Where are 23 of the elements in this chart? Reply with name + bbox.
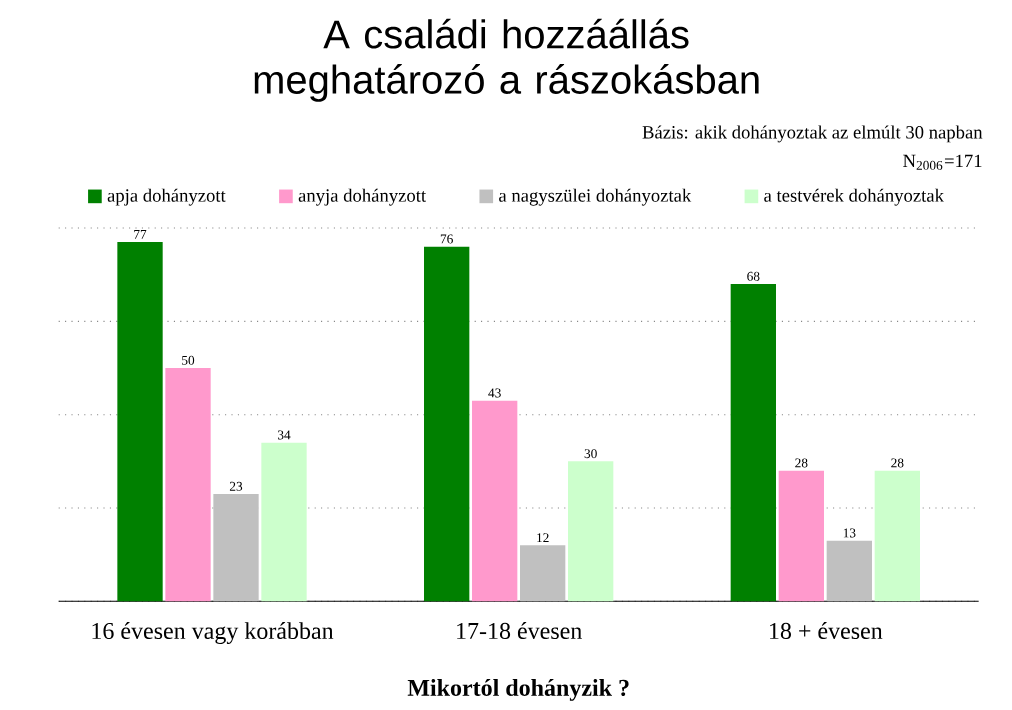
bar bbox=[826, 540, 872, 602]
text: Bázis: akik dohányoztak az elmúlt 30 napban bbox=[642, 125, 983, 143]
chart-title: A családi hozzáállás meghatározó a rászokásban bbox=[254, 18, 759, 102]
bar bbox=[520, 545, 566, 602]
bar bbox=[261, 442, 307, 602]
bar bbox=[730, 284, 776, 602]
x-tick-label: 16 évesen vagy korábban bbox=[92, 622, 334, 645]
bar bbox=[778, 470, 824, 602]
bar bbox=[472, 400, 518, 602]
bar bbox=[165, 368, 211, 602]
legend-label: a testvérek dohányoztak bbox=[764, 188, 944, 206]
x-tick-label: 17-18 évesen bbox=[457, 622, 582, 640]
bar bbox=[874, 470, 920, 602]
bar bbox=[117, 242, 163, 602]
bar bbox=[213, 494, 259, 602]
x-tick-label: 18 + évesen bbox=[770, 622, 883, 640]
legend-label: apja dohányzott bbox=[107, 188, 226, 206]
legend-label: anyja dohányzott bbox=[298, 188, 426, 206]
legend-label: a nagyszülei dohányoztak bbox=[499, 188, 692, 206]
bar bbox=[424, 246, 470, 602]
x-axis-title: Mikortól dohányzik ? bbox=[407, 679, 629, 701]
text: N$_{2006}$=171 bbox=[903, 154, 982, 170]
bar bbox=[568, 461, 614, 602]
